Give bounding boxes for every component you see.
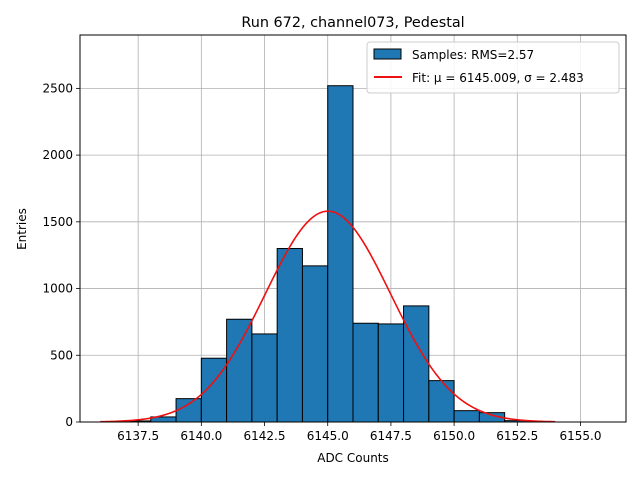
legend-box [366,41,620,94]
x-tick-label: 6142.5 [244,429,286,443]
legend-histogram-swatch [373,48,402,60]
histogram-bar [276,248,303,423]
legend-fit-label: Fit: μ = 6145.009, σ = 2.483 [412,71,584,85]
histogram-bar [403,305,430,423]
y-tick-label: 2500 [42,81,73,95]
y-tick-label: 500 [50,348,73,362]
fit-curve [100,210,556,423]
x-axis-ticks: 6137.5 6140.0 6142.5 6145.0 6147.5 6150.0 6152… [117,422,602,443]
histogram-bar [377,323,405,423]
x-tick-label: 6155.0 [560,429,602,443]
y-tick-label: 2000 [42,148,73,162]
x-tick-label: 6152.5 [496,429,538,443]
histogram-bar [327,85,354,423]
y-tick-label: 0 [65,415,73,429]
x-tick-label: 6145.0 [307,429,349,443]
histogram-bar [428,380,455,423]
histogram-bar [226,318,253,423]
y-tick-label: 1000 [42,282,73,296]
histogram-bar [453,410,480,423]
x-axis-label: ADC Counts [317,451,389,465]
y-axis-label: Entries [15,208,29,250]
x-tick-label: 6150.0 [433,429,475,443]
x-tick-label: 6140.0 [180,429,222,443]
y-tick-label: 1500 [42,215,73,229]
histogram-bar [251,333,278,423]
legend: Samples: RMS=2.57 Fit: μ = 6145.009, σ =… [366,41,620,94]
x-tick-label: 6147.5 [370,429,412,443]
chart-title: Run 672, channel073, Pedestal [241,15,464,31]
legend-histogram-label: Samples: RMS=2.57 [412,48,534,62]
plot-frame [79,34,627,423]
fit-curve-layer [100,210,556,423]
y-axis-ticks: 0 500 1000 1500 2000 2500 [42,81,80,429]
histogram-bars [125,85,531,423]
x-tick-label: 6137.5 [117,429,159,443]
histogram-bar [352,322,379,423]
histogram-bar [175,398,202,423]
histogram-bar [301,265,329,423]
